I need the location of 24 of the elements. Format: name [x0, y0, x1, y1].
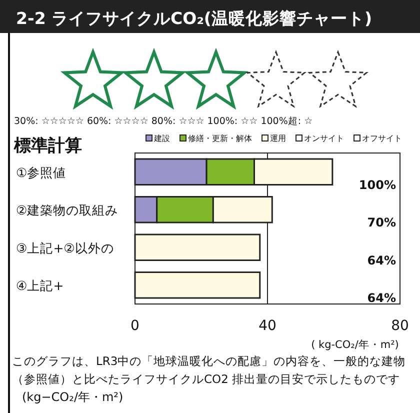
legend-label: オンサイト [304, 134, 344, 143]
legend-label: 修繕・更新・解体 [188, 134, 252, 143]
y-tick-label: ②建築物の取組み [16, 202, 118, 218]
y-tick-label: ①参照値 [16, 164, 66, 180]
legend-label: オフサイト [362, 134, 402, 143]
chart-title: 2-2 ライフサイクルCO₂(温暖化影響チャート) [16, 9, 372, 28]
bar [134, 272, 261, 299]
x-tick-label: 40 [258, 318, 276, 334]
y-tick-label: ④上記+ [16, 278, 64, 294]
x-tick-label: 0 [130, 318, 140, 334]
legend-label: 建設 [153, 134, 170, 143]
text: (kg−CO₂/年・m²) [22, 390, 124, 404]
legend-label: 運用 [270, 134, 286, 143]
annotation: 64% [367, 253, 396, 268]
annotation: 100% [358, 178, 396, 192]
text: このグラフは、LR3中の「地球温暖化への配慮」の内容を、一般的な建物（参照値）と比べたライフサイクルCO2 排出量の目安で示したものです [12, 354, 406, 386]
bar [134, 234, 261, 261]
x-axis-title: ( kg-CO₂/年・m²) [311, 339, 399, 351]
annotation: 64% [367, 291, 396, 305]
y-tick-label: ③上記+②以外の [16, 240, 114, 256]
text: 30%: ☆☆☆☆☆ 60%: ☆☆☆☆ 80%: ☆☆☆ 100%: ☆☆ 100%超: ☆ [14, 115, 313, 127]
annotation: 70% [367, 216, 396, 230]
x-tick-label: 80 [391, 318, 409, 334]
chart-subtitle: 標準計算 [13, 136, 82, 156]
